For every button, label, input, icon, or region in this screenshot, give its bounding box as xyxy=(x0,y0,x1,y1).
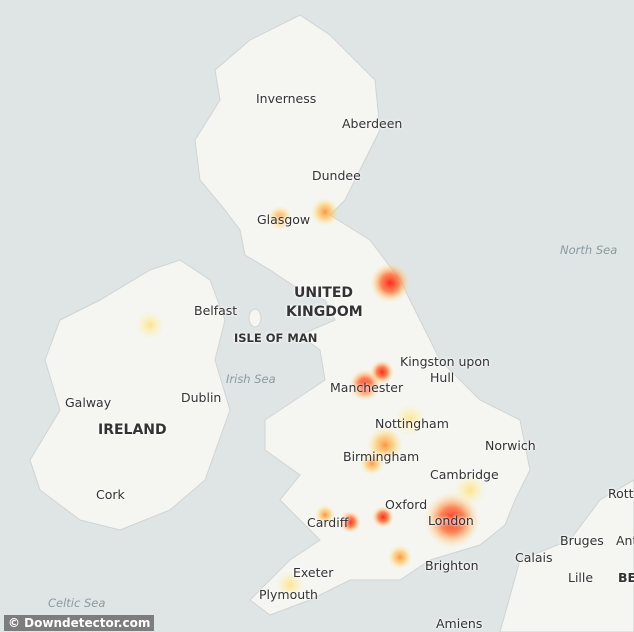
heat-spot-cambridge xyxy=(454,474,486,506)
label-cambridge: Cambridge xyxy=(430,467,499,482)
label-plymouth: Plymouth xyxy=(259,587,318,602)
label-rotterdam: Rotte xyxy=(608,486,634,501)
label-united: UNITED xyxy=(294,285,354,301)
heat-spots xyxy=(136,198,486,599)
heat-spot-newcastle xyxy=(370,263,410,303)
label-glasgow: Glasgow xyxy=(257,212,311,227)
label-cork: Cork xyxy=(96,487,125,502)
label-isle-of-man: ISLE OF MAN xyxy=(234,331,318,345)
heat-spot-glasgow xyxy=(268,206,292,230)
label-manchester: Manchester xyxy=(330,380,404,395)
label-galway: Galway xyxy=(65,395,112,410)
heat-spot-bristol xyxy=(372,506,394,528)
label-hull: Hull xyxy=(430,370,455,385)
ireland xyxy=(29,259,231,531)
heat-spot-southampton xyxy=(388,545,412,569)
label-cardiff: Cardiff xyxy=(307,515,349,530)
label-amiens: Amiens xyxy=(436,616,483,631)
label-irish-sea: Irish Sea xyxy=(226,372,276,386)
label-ireland: IRELAND xyxy=(98,422,167,438)
label-belgium: BE xyxy=(618,570,634,585)
isle-of-man xyxy=(248,308,262,328)
heat-spot-belfast xyxy=(136,311,164,339)
label-bruges: Bruges xyxy=(560,533,604,548)
heat-spot-cardiff xyxy=(339,511,361,533)
heat-spot-nottingham xyxy=(394,404,426,436)
label-lille: Lille xyxy=(568,570,594,585)
heat-spot-edinburgh xyxy=(311,198,339,226)
label-celtic-sea: Celtic Sea xyxy=(48,596,106,610)
heat-spot-leeds xyxy=(370,360,394,384)
label-norwich: Norwich xyxy=(485,438,536,453)
label-exeter: Exeter xyxy=(293,565,334,580)
heat-spot-london xyxy=(424,492,480,548)
continent xyxy=(499,479,634,632)
label-birmingham: Birmingham xyxy=(343,449,420,464)
heat-spot-swansea xyxy=(315,505,335,525)
label-brighton: Brighton xyxy=(425,558,479,573)
heat-spot-plymouth xyxy=(276,571,304,599)
label-antwerp: Antw xyxy=(616,533,634,548)
heat-spot-coventry xyxy=(360,451,384,475)
label-dublin: Dublin xyxy=(181,390,222,405)
label-aberdeen: Aberdeen xyxy=(342,116,403,131)
label-north-sea: North Sea xyxy=(560,243,618,257)
great-britain xyxy=(194,14,531,616)
label-inverness: Inverness xyxy=(256,91,317,106)
label-dundee: Dundee xyxy=(312,168,361,183)
label-kingdom: KINGDOM xyxy=(286,304,363,320)
label-nottingham: Nottingham xyxy=(375,416,449,431)
label-oxford: Oxford xyxy=(385,497,428,512)
label-belfast: Belfast xyxy=(194,303,238,318)
label-calais: Calais xyxy=(515,550,553,565)
downdetector-credit: © Downdetector.com xyxy=(4,615,155,631)
label-london: London xyxy=(428,513,474,528)
label-kingston: Kingston upon xyxy=(400,354,490,369)
